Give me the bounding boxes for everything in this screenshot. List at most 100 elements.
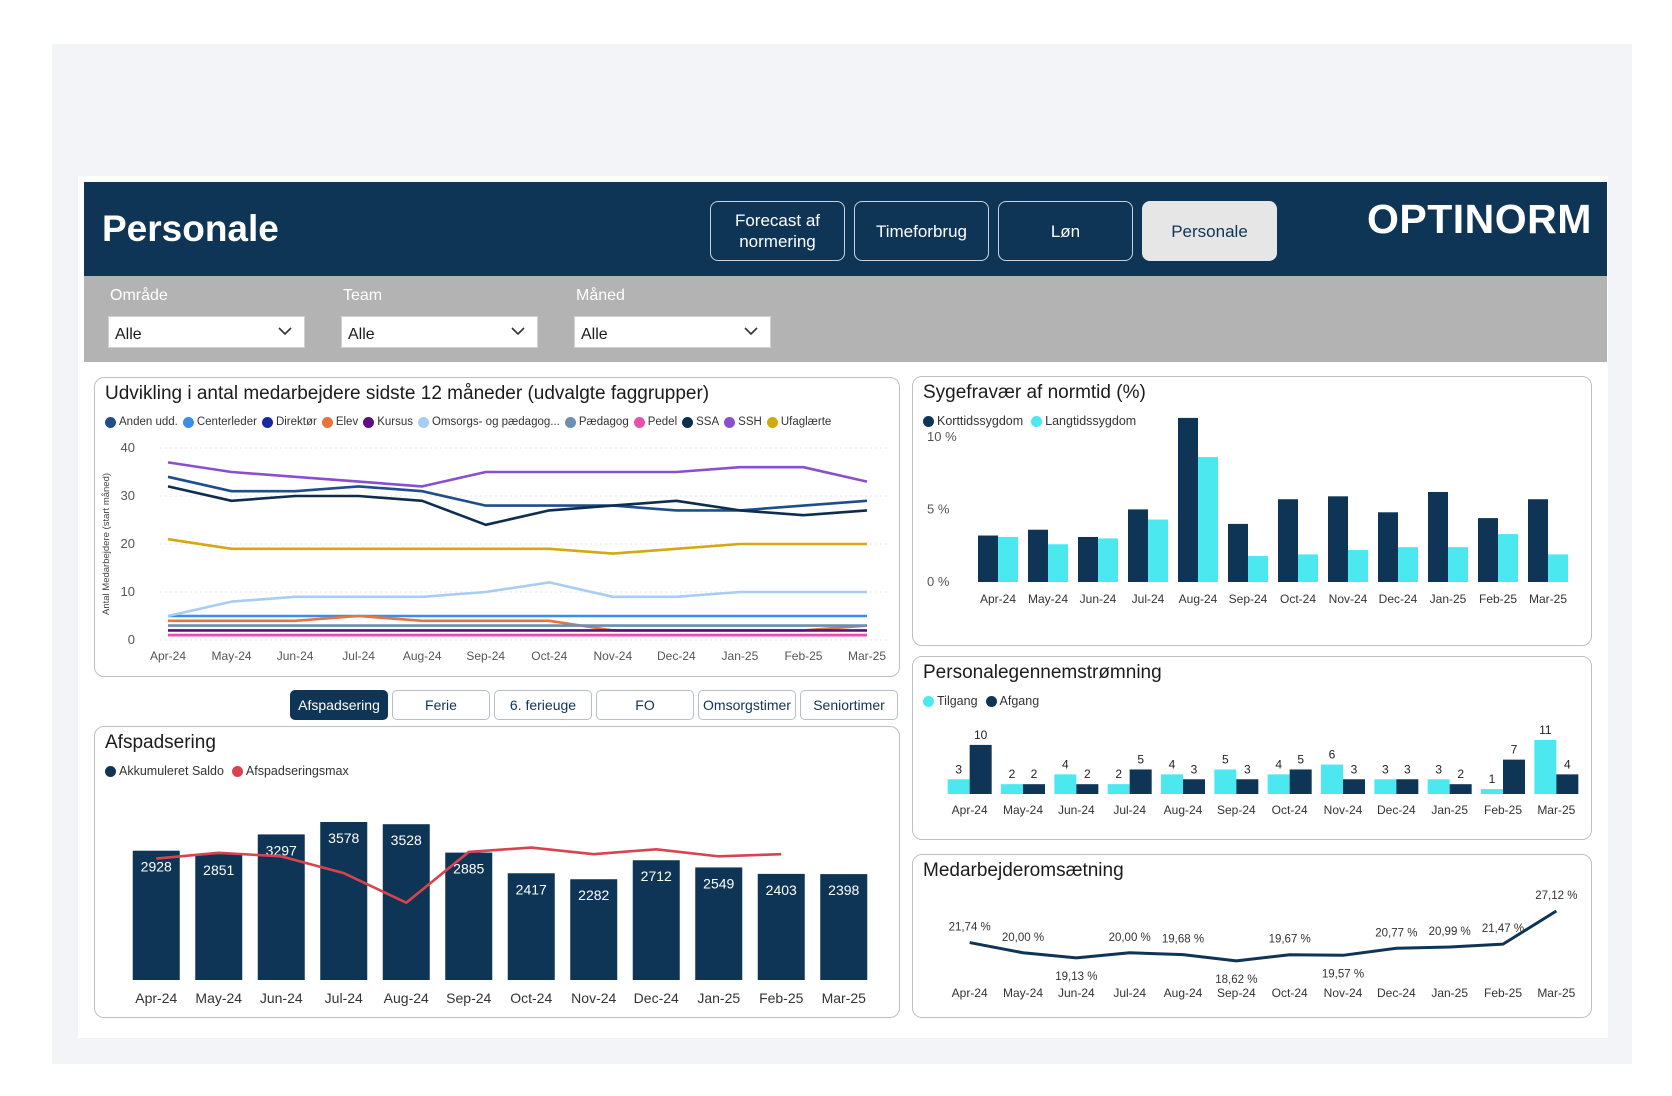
bar — [1343, 779, 1365, 794]
data-label: 21,74 % — [949, 922, 991, 934]
nav-button-timeforbrug[interactable]: Timeforbrug — [854, 201, 989, 261]
data-label: 3 — [955, 762, 962, 776]
bar — [820, 874, 868, 980]
sick-leave-chart-title: Sygefravær af normtid (%) — [923, 382, 1146, 403]
nav-button-forecast[interactable]: Forecast af normering — [710, 201, 845, 261]
data-label: 2282 — [578, 887, 609, 903]
tab-seniortimer[interactable]: Seniortimer — [800, 690, 898, 720]
data-label: 3297 — [266, 842, 297, 858]
series-line — [167, 461, 868, 488]
bar — [1183, 779, 1205, 794]
filter-select-omrade[interactable]: Alle — [108, 316, 305, 348]
data-label: 7 — [1511, 743, 1518, 757]
bar — [1128, 509, 1148, 582]
legend-item[interactable]: SSA — [682, 416, 719, 428]
bar — [1534, 740, 1557, 794]
legend-item[interactable]: Tilgang — [923, 694, 978, 708]
bar — [570, 879, 618, 980]
legend-item[interactable]: Korttidssygdom — [923, 414, 1023, 428]
legend-item[interactable]: Pædagog — [564, 416, 629, 428]
bar — [1348, 550, 1368, 582]
legend-item[interactable]: Centerleder — [182, 416, 257, 428]
x-tick-label: Oct-24 — [531, 649, 567, 663]
legend-item[interactable]: Ufaglærte — [766, 416, 831, 428]
afspadsering-legend: Akkumuleret Saldo Afspadseringsmax — [105, 764, 349, 778]
staff-flow-chart-title: Personalegennemstrømning — [923, 662, 1162, 683]
data-label: 4 — [1564, 757, 1571, 771]
filter-value: Alle — [581, 326, 608, 343]
bar — [1267, 774, 1290, 794]
filter-select-team[interactable]: Alle — [341, 316, 538, 348]
x-tick-label: Aug-24 — [1179, 592, 1218, 606]
y-tick-label: 20 — [121, 536, 135, 551]
x-tick-label: May-24 — [212, 649, 252, 663]
x-tick-label: Feb-25 — [759, 990, 804, 1006]
nav-button-personale[interactable]: Personale — [1142, 201, 1277, 261]
legend-label: Direktør — [275, 416, 317, 428]
legend-item[interactable]: Akkumuleret Saldo — [105, 764, 224, 778]
y-axis-label: Antal Medarbejdere (start måned) — [101, 473, 112, 615]
afspadsering-chart: 2928 Apr-24 2851 May-24 3297 Jun-24 3578 Jul-24… — [132, 822, 868, 1006]
data-label: 4 — [1062, 757, 1069, 771]
x-tick-label: Mar-25 — [1537, 986, 1575, 1000]
x-tick-label: Feb-25 — [784, 649, 822, 663]
x-tick-label: Aug-24 — [1164, 986, 1203, 1000]
bar — [1078, 536, 1098, 582]
data-label: 6 — [1329, 748, 1336, 762]
legend-dot — [633, 416, 645, 428]
filter-select-maned[interactable]: Alle — [574, 316, 771, 348]
legend-item[interactable]: Kursus — [363, 416, 413, 428]
x-tick-label: Jul-24 — [342, 649, 375, 663]
data-label: 2885 — [453, 861, 484, 877]
tab-6-ferieuge[interactable]: 6. ferieuge — [494, 690, 592, 720]
bar — [632, 860, 680, 980]
bar — [1148, 519, 1168, 582]
x-tick-label: Aug-24 — [1164, 803, 1203, 817]
x-tick-label: May-24 — [195, 990, 242, 1006]
legend-item[interactable]: SSH — [724, 416, 762, 428]
headcount-chart: Antal Medarbejdere (start måned) 0 10 20 30 4… — [101, 440, 887, 663]
legend-item[interactable]: Afgang — [985, 694, 1039, 708]
data-label: 18,62 % — [1215, 974, 1257, 986]
legend-label: SSH — [738, 416, 762, 428]
legend-dot — [321, 416, 333, 428]
tab-ferie[interactable]: Ferie — [392, 690, 490, 720]
legend-item[interactable]: Elev — [321, 416, 359, 428]
staff-flow-chart-panel: Personalegennemstrømning Tilgang Afgang 3… — [912, 656, 1592, 840]
series-line — [969, 909, 1558, 963]
data-label: 2417 — [516, 881, 547, 897]
bar — [1503, 759, 1525, 794]
tab-afspadsering[interactable]: Afspadsering — [290, 690, 388, 720]
legend-item[interactable]: Afspadseringsmax — [231, 764, 349, 778]
bar — [757, 873, 805, 980]
bar — [257, 834, 305, 980]
legend-label: Omsorgs- og pædagog... — [432, 416, 560, 428]
legend-item[interactable]: Pedel — [633, 416, 677, 428]
series-line — [167, 537, 867, 555]
turnover-chart-panel: Medarbejderomsætning 21,74 % 20,00 % 19,13… — [912, 854, 1592, 1018]
afspadsering-chart-title: Afspadsering — [105, 732, 216, 753]
turnover-chart-title: Medarbejderomsætning — [923, 860, 1124, 881]
headcount-legend: Anden udd. Centerleder Direktør Elev Kursus O… — [105, 416, 831, 428]
x-tick-label: Sep-24 — [446, 990, 491, 1006]
data-label: 10 — [974, 728, 988, 742]
bar — [1228, 523, 1248, 582]
legend-item[interactable]: Omsorgs- og pædagog... — [418, 416, 560, 428]
filter-value: Alle — [348, 326, 375, 343]
nav-button-lon[interactable]: Løn — [998, 201, 1133, 261]
x-tick-label: Jun-24 — [1058, 986, 1095, 1000]
legend-item[interactable]: Langtidssygdom — [1031, 414, 1136, 428]
legend-item[interactable]: Anden udd. — [105, 416, 178, 428]
tab-omsorgstimer[interactable]: Omsorgstimer — [698, 690, 796, 720]
y-tick-label: 10 — [121, 584, 135, 599]
bar — [1321, 764, 1343, 794]
legend-label: Elev — [335, 416, 359, 428]
chevron-down-icon — [744, 327, 758, 336]
data-label: 3 — [1351, 762, 1358, 776]
legend-item[interactable]: Direktør — [261, 416, 317, 428]
x-tick-label: Jul-24 — [1113, 986, 1146, 1000]
tab-fo[interactable]: FO — [596, 690, 694, 720]
x-tick-label: Sep-24 — [466, 649, 505, 663]
data-label: 3 — [1191, 762, 1198, 776]
x-tick-label: Dec-24 — [1377, 803, 1416, 817]
